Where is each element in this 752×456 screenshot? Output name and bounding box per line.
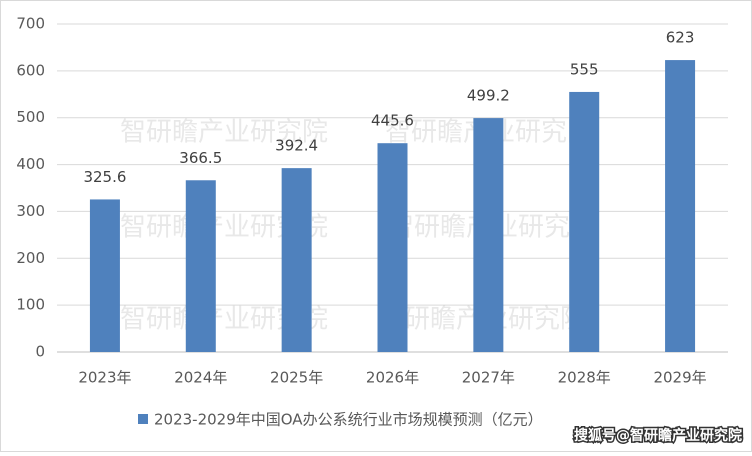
y-tick-label: 400 (16, 155, 45, 173)
data-label: 555 (570, 60, 599, 78)
data-label: 366.5 (179, 149, 222, 167)
x-tick-label: 2025年 (270, 369, 323, 387)
x-tick-label: 2028年 (558, 369, 611, 387)
data-label: 623 (666, 29, 695, 47)
x-tick-label: 2029年 (653, 369, 706, 387)
x-tick-label: 2026年 (366, 369, 419, 387)
bar (569, 91, 600, 352)
y-tick-label: 100 (16, 296, 45, 314)
y-tick-label: 600 (16, 61, 45, 79)
bar (473, 118, 504, 352)
bar (89, 199, 120, 352)
y-tick-label: 0 (35, 343, 45, 361)
y-tick-label: 200 (16, 249, 45, 267)
bar (665, 60, 696, 353)
y-tick-label: 300 (16, 202, 45, 220)
x-tick-label: 2024年 (174, 369, 227, 387)
y-tick-label: 500 (16, 108, 45, 126)
bar (377, 143, 408, 352)
bar (185, 180, 216, 352)
source: 搜狐号@智研瞻产业研究院 (574, 427, 742, 444)
x-tick-label: 2027年 (462, 369, 515, 387)
bar (281, 168, 312, 352)
legend-swatch (138, 414, 148, 424)
data-label: 445.6 (371, 112, 414, 130)
data-label: 499.2 (467, 87, 510, 105)
legend-label: 2023-2029年中国OA办公系统行业市场规模预测（亿元） (154, 411, 543, 429)
x-tick-label: 2023年 (78, 369, 131, 387)
watermark: 智研瞻产业研究院 (120, 118, 328, 148)
y-tick-label: 700 (16, 15, 45, 33)
data-label: 325.6 (83, 168, 126, 186)
data-label: 392.4 (275, 137, 318, 155)
